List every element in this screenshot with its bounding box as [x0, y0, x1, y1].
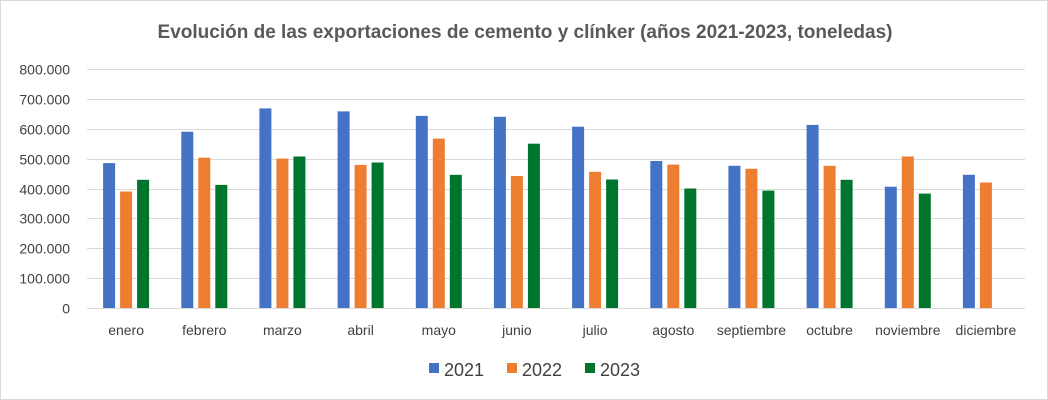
x-tick-label: octubre: [806, 322, 853, 338]
x-axis-ticks: enero febrero marzo abril mayo junio julio agos…: [108, 322, 1016, 338]
x-tick-label: enero: [108, 322, 144, 338]
bar-2022-junio: [510, 176, 523, 308]
bar-2022-septiembre: [745, 168, 758, 308]
x-tick-label: agosto: [652, 322, 694, 338]
y-tick-label: 700.000: [19, 92, 70, 108]
bar-2022-marzo: [276, 158, 289, 308]
legend-label-2022: 2022: [522, 360, 562, 380]
y-axis-ticks: 0 100.000 200.000 300.000 400.000 500.000 600.…: [19, 62, 70, 317]
bar-2022-julio: [589, 171, 602, 308]
x-tick-label: diciembre: [956, 322, 1017, 338]
y-tick-label: 600.000: [19, 122, 70, 138]
bar-2023-junio: [527, 143, 540, 308]
bar-2021-marzo: [259, 108, 272, 309]
bar-2023-febrero: [215, 184, 228, 308]
gridlines: [87, 69, 1025, 309]
y-tick-label: 800.000: [19, 62, 70, 78]
bar-2022-noviembre: [901, 156, 914, 308]
bar-2023-marzo: [293, 156, 306, 308]
y-tick-label: 400.000: [19, 182, 70, 198]
chart-title: Evolución de las exportaciones de cement…: [158, 22, 893, 43]
y-tick-label: 200.000: [19, 241, 70, 257]
x-tick-label: junio: [501, 322, 532, 338]
x-tick-label: noviembre: [875, 322, 941, 338]
x-tick-label: mayo: [422, 322, 456, 338]
legend-label-2021: 2021: [444, 360, 484, 380]
bar-2022-octubre: [823, 165, 836, 308]
bar-2023-abril: [371, 162, 384, 308]
bar-2022-enero: [120, 191, 133, 308]
bar-2022-mayo: [432, 138, 445, 308]
bar-2021-mayo: [415, 115, 428, 309]
bar-2023-noviembre: [918, 193, 931, 308]
bar-2022-abril: [354, 164, 367, 308]
bar-2023-julio: [606, 179, 619, 308]
bar-2022-febrero: [198, 157, 211, 308]
bar-2022-agosto: [667, 164, 680, 308]
x-tick-label: febrero: [182, 322, 227, 338]
bar-2021-octubre: [806, 124, 819, 309]
bar-2023-mayo: [449, 174, 462, 308]
bar-2021-febrero: [181, 131, 194, 308]
bar-2021-agosto: [650, 161, 663, 308]
bar-2023-agosto: [684, 188, 697, 308]
legend-swatch-2022: [507, 363, 517, 373]
legend: 2021 2022 2023: [429, 360, 640, 380]
legend-label-2023: 2023: [600, 360, 640, 380]
bars: [103, 108, 992, 309]
y-tick-label: 100.000: [19, 271, 70, 287]
legend-swatch-2023: [585, 363, 595, 373]
bar-2023-octubre: [840, 179, 853, 308]
y-tick-label: 0: [62, 301, 70, 317]
bar-2023-enero: [137, 179, 150, 308]
bar-2022-diciembre: [979, 182, 992, 308]
x-tick-label: abril: [347, 322, 373, 338]
y-tick-label: 500.000: [19, 152, 70, 168]
y-tick-label: 300.000: [19, 211, 70, 227]
x-tick-label: marzo: [263, 322, 302, 338]
x-tick-label: julio: [582, 322, 608, 338]
x-tick-label: septiembre: [717, 322, 786, 338]
bar-2021-abril: [337, 111, 350, 309]
bar-2021-septiembre: [728, 165, 741, 308]
bar-2021-junio: [493, 116, 506, 308]
bar-2021-enero: [103, 163, 116, 308]
legend-swatch-2021: [429, 363, 439, 373]
bar-2021-noviembre: [884, 186, 897, 308]
bar-2021-julio: [572, 126, 585, 308]
bar-2021-diciembre: [962, 174, 975, 308]
bar-2023-septiembre: [762, 190, 775, 308]
